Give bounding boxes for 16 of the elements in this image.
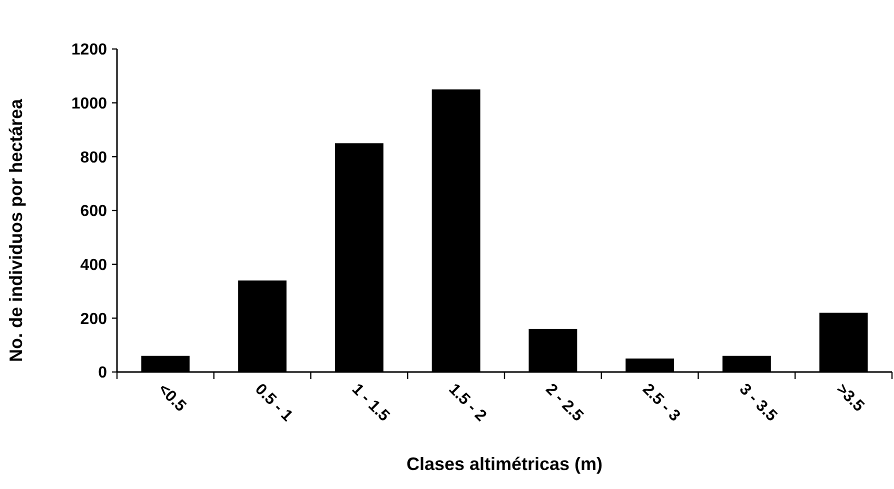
x-tick-label: 1 - 1.5 xyxy=(348,380,393,425)
y-tick-label: 1000 xyxy=(71,95,108,112)
y-tick-label: 400 xyxy=(80,256,108,274)
x-axis-title: Clases altimétricas (m) xyxy=(406,454,603,474)
x-tick-label: 2.5 - 3 xyxy=(638,380,684,425)
x-tick-label: <0.5 xyxy=(154,380,190,416)
y-axis-title: No. de individuos por hectárea xyxy=(6,98,26,362)
y-tick-label: 600 xyxy=(80,203,108,220)
y-tick-label: 0 xyxy=(98,364,108,382)
y-tick-label: 1200 xyxy=(71,42,108,59)
x-tick-label: 3 - 3.5 xyxy=(736,380,780,425)
x-tick-label: 0.5 - 1 xyxy=(251,380,296,425)
x-tick-label: 1.5 - 2 xyxy=(445,380,490,425)
x-tick-label: 2 - 2.5 xyxy=(542,380,586,425)
y-tick-label: 200 xyxy=(80,310,108,328)
y-tick-label: 800 xyxy=(80,149,108,166)
